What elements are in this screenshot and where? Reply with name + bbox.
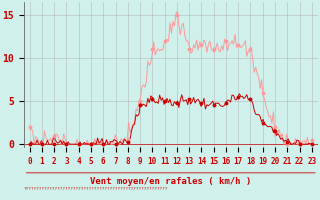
X-axis label: Vent moyen/en rafales ( km/h ): Vent moyen/en rafales ( km/h ) [90, 177, 252, 186]
Text: ???????????????????????????????????????????????????????: ????????????????????????????????????????… [24, 187, 168, 191]
